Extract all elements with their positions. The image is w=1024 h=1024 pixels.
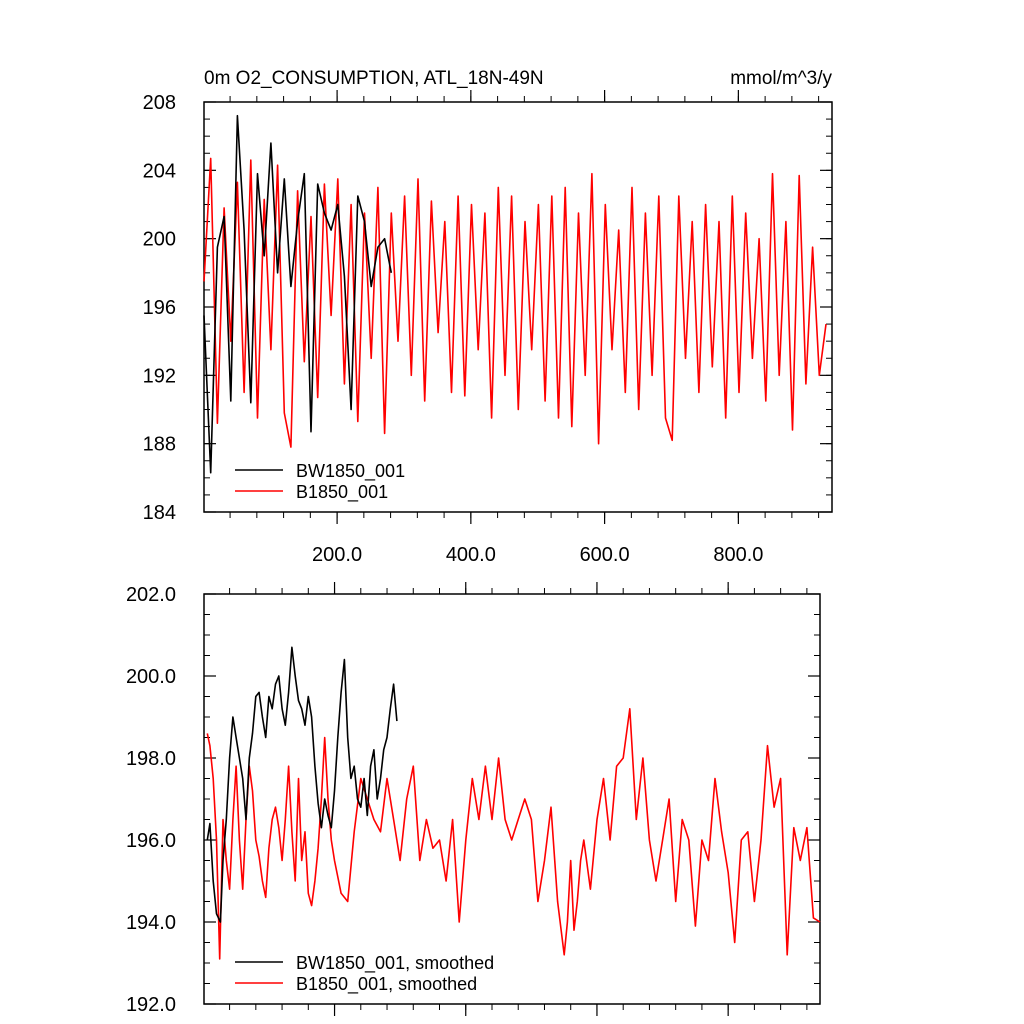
y-tick-label: 188 bbox=[143, 434, 176, 456]
top-panel: 184 188 192 196 200 204 208 200.0 400.0 600.0 800.… bbox=[143, 90, 833, 566]
top-plot-frame bbox=[203, 101, 833, 513]
top-series bbox=[203, 114, 827, 474]
top-legend: BW1850_001 B1850_001 bbox=[235, 461, 405, 503]
y-tick-label: 196.0 bbox=[126, 830, 176, 852]
x-tick-label: 200.0 bbox=[312, 544, 362, 566]
bottom-plot-frame bbox=[203, 593, 821, 1005]
y-tick-label: 200.0 bbox=[126, 666, 176, 688]
bottom-ticks: 192.0 194.0 196.0 198.0 200.0 202.0 bbox=[126, 582, 820, 1016]
legend-label-b1850: B1850_001 bbox=[296, 482, 388, 503]
x-tick-label: 600.0 bbox=[580, 544, 630, 566]
series-line-b1850-001 bbox=[203, 157, 827, 448]
series-line-bw1850-001-smoothed bbox=[206, 646, 398, 923]
y-tick-label: 192 bbox=[143, 365, 176, 387]
y-tick-label: 194.0 bbox=[126, 912, 176, 934]
y-tick-label: 198.0 bbox=[126, 748, 176, 770]
bottom-legend: BW1850_001, smoothed B1850_001, smoothed bbox=[235, 953, 494, 995]
y-tick-label: 208 bbox=[143, 92, 176, 114]
legend-label-bw1850-smoothed: BW1850_001, smoothed bbox=[296, 953, 494, 974]
legend-label-b1850-smoothed: B1850_001, smoothed bbox=[296, 974, 477, 995]
legend-label-bw1850: BW1850_001 bbox=[296, 461, 405, 482]
bottom-panel: 192.0 194.0 196.0 198.0 200.0 202.0 BW1850_00… bbox=[126, 582, 821, 1016]
series-line-b1850-001-smoothed bbox=[206, 707, 821, 960]
y-tick-label: 184 bbox=[143, 502, 176, 524]
y-tick-label: 200 bbox=[143, 229, 176, 251]
x-tick-label: 800.0 bbox=[713, 544, 763, 566]
top-ticks: 184 188 192 196 200 204 208 200.0 400.0 600.0 800.… bbox=[143, 90, 832, 566]
y-tick-label: 192.0 bbox=[126, 994, 176, 1016]
series-line-bw1850-001 bbox=[203, 114, 393, 474]
chart-title: 0m O2_CONSUMPTION, ATL_18N-49N bbox=[204, 68, 544, 89]
y-tick-label: 204 bbox=[143, 160, 176, 182]
y-tick-label: 196 bbox=[143, 297, 176, 319]
y-tick-label: 202.0 bbox=[126, 584, 176, 606]
chart-units: mmol/m^3/y bbox=[730, 68, 832, 89]
bottom-series bbox=[206, 646, 821, 960]
x-tick-label: 400.0 bbox=[446, 544, 496, 566]
